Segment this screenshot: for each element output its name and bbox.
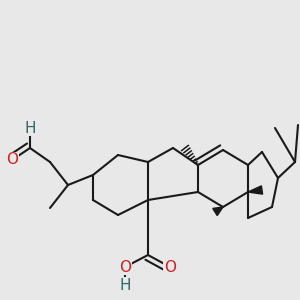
Text: H: H [24, 121, 36, 136]
Text: O: O [164, 260, 176, 274]
Text: O: O [6, 152, 18, 167]
Polygon shape [213, 207, 223, 216]
Text: O: O [119, 260, 131, 274]
Text: H: H [119, 278, 131, 292]
Polygon shape [248, 186, 262, 194]
